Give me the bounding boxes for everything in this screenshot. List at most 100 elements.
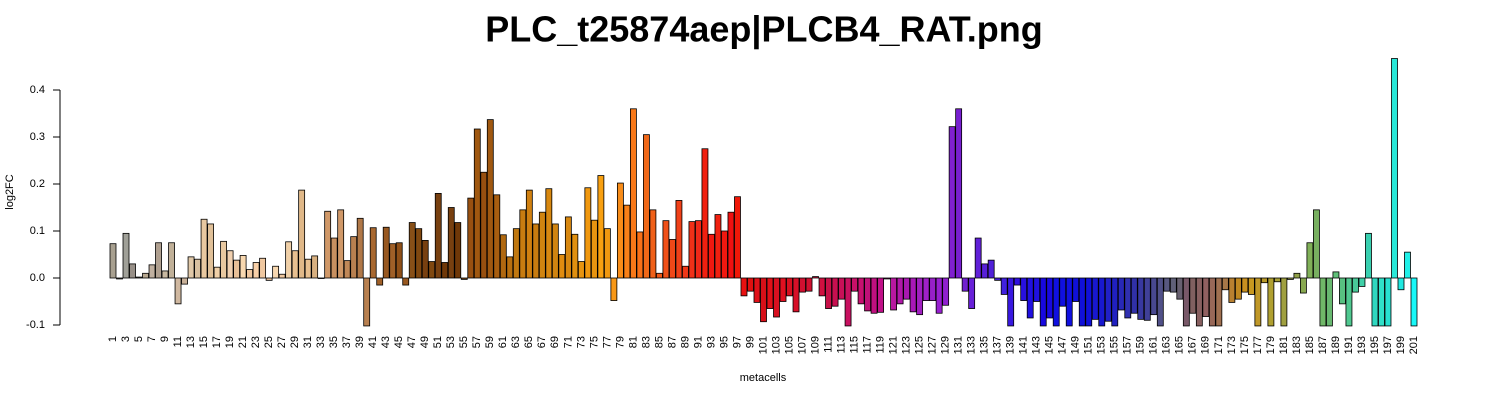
x-tick-label: 5 <box>133 336 145 342</box>
bar <box>1059 277 1067 307</box>
bar <box>155 242 162 279</box>
bar <box>851 277 858 292</box>
x-tick-label: 53 <box>445 336 457 348</box>
x-tick-label: 61 <box>497 336 509 348</box>
x-tick-label: 155 <box>1109 336 1121 354</box>
bar <box>330 237 338 279</box>
bar <box>857 277 865 305</box>
x-tick-label: 145 <box>1044 336 1056 354</box>
bar <box>187 256 195 279</box>
bar <box>669 239 676 279</box>
bar <box>428 261 436 279</box>
y-axis-label: log2FC <box>4 174 16 210</box>
bar <box>1273 277 1281 283</box>
bar <box>1007 277 1015 327</box>
x-tick-label: 35 <box>328 336 340 348</box>
bar <box>721 230 728 279</box>
bar <box>1117 277 1125 311</box>
bar <box>734 196 741 279</box>
bar <box>1013 277 1021 286</box>
bar <box>987 259 995 279</box>
bar <box>369 227 377 279</box>
bar <box>1300 277 1307 294</box>
bar <box>1020 277 1028 301</box>
bar <box>551 223 559 279</box>
x-tick-label: 187 <box>1317 336 1329 354</box>
bar <box>1287 277 1294 280</box>
bar <box>838 277 845 300</box>
bar <box>805 277 813 292</box>
x-tick-label: 27 <box>276 336 288 348</box>
bar <box>116 277 123 280</box>
bar <box>708 233 715 279</box>
bar <box>460 277 468 280</box>
x-tick-label: 141 <box>1018 336 1030 354</box>
bar <box>922 277 930 301</box>
bar <box>1000 277 1008 295</box>
x-tick-label: 99 <box>744 336 756 348</box>
x-tick-label: 113 <box>835 336 847 354</box>
bar <box>981 263 989 279</box>
x-tick-label: 149 <box>1070 336 1082 354</box>
bar <box>109 243 117 279</box>
bar <box>1065 277 1073 327</box>
bar <box>1378 277 1385 327</box>
bar <box>142 272 149 279</box>
bar <box>1319 277 1327 327</box>
bar <box>948 126 956 279</box>
bar <box>558 254 566 279</box>
bar <box>766 277 774 309</box>
bar <box>480 171 488 279</box>
x-tick-label: 17 <box>211 336 223 348</box>
bar <box>779 277 787 302</box>
bar <box>1091 277 1099 320</box>
bar <box>1085 277 1093 327</box>
chart-title: PLC_t25874aep|PLCB4_RAT.png <box>485 9 1043 51</box>
bar <box>1150 277 1158 316</box>
bar <box>1339 277 1346 305</box>
bar <box>1176 277 1184 300</box>
bar <box>623 204 631 279</box>
bar <box>389 243 397 279</box>
bar <box>961 277 969 292</box>
bar <box>564 216 572 279</box>
bar <box>272 265 280 279</box>
x-tick-label: 55 <box>458 336 470 348</box>
x-tick-label: 153 <box>1096 336 1108 354</box>
bar <box>519 209 527 279</box>
bar <box>317 277 325 279</box>
x-tick-label: 87 <box>666 336 678 348</box>
bar <box>1026 277 1034 319</box>
x-tick-label: 31 <box>302 336 314 348</box>
bar <box>1293 272 1301 279</box>
bar <box>1046 277 1054 319</box>
bar <box>818 277 826 297</box>
bar <box>1404 251 1411 279</box>
x-tick-label: 63 <box>510 336 522 348</box>
y-tick-label: 0.0 <box>30 272 45 284</box>
x-tick-label: 131 <box>953 336 965 354</box>
x-tick-label: 129 <box>940 336 952 354</box>
bar <box>291 250 299 279</box>
x-tick-label: 121 <box>888 336 900 354</box>
bar <box>630 108 637 279</box>
bar <box>747 277 754 292</box>
bar <box>441 262 449 279</box>
bar <box>246 269 254 279</box>
bar <box>903 277 911 300</box>
bar <box>168 242 175 279</box>
bar <box>955 108 963 279</box>
bar <box>1221 277 1229 291</box>
bar <box>395 242 403 279</box>
bar <box>1358 277 1366 287</box>
bar <box>740 277 748 297</box>
bar <box>831 277 839 307</box>
bar <box>682 265 689 279</box>
bar <box>512 228 520 279</box>
bar <box>584 187 592 279</box>
bar <box>545 188 553 279</box>
x-tick-label: 45 <box>393 336 405 348</box>
bar <box>942 277 950 306</box>
x-axis-label: metacells <box>740 372 787 384</box>
bar <box>259 257 267 279</box>
